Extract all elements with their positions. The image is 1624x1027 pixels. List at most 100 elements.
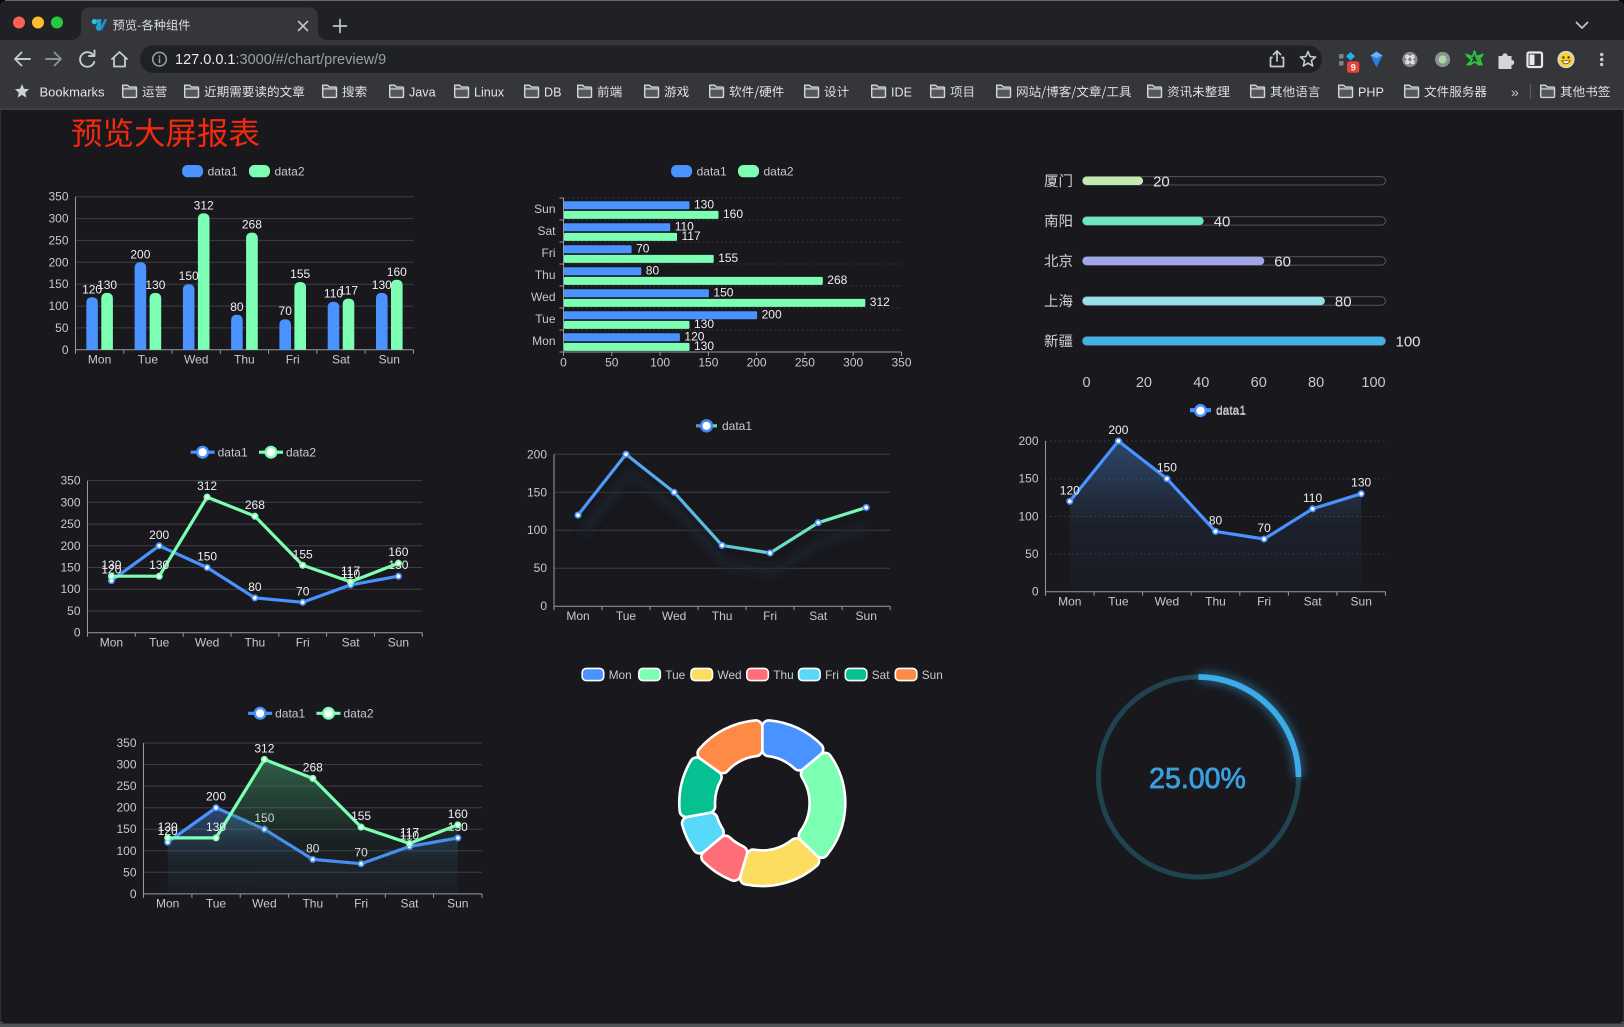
svg-text:0: 0: [1032, 585, 1039, 599]
svg-text:Wed: Wed: [252, 897, 276, 911]
svg-text:130: 130: [694, 197, 714, 211]
svg-text:9: 9: [1351, 62, 1356, 72]
svg-text:Mon: Mon: [609, 668, 632, 682]
svg-text:312: 312: [197, 479, 217, 493]
svg-text:200: 200: [60, 539, 80, 553]
svg-text:data1: data1: [1216, 404, 1246, 418]
svg-text:data1: data1: [1216, 403, 1246, 417]
svg-text:data1: data1: [722, 419, 752, 433]
svg-text:Tue: Tue: [535, 312, 556, 326]
svg-text:Thu: Thu: [773, 668, 793, 682]
svg-text:110: 110: [400, 829, 419, 843]
svg-text:155: 155: [290, 267, 310, 281]
svg-text:Java: Java: [409, 85, 436, 99]
svg-text:150: 150: [116, 822, 136, 836]
svg-text:40: 40: [1193, 375, 1209, 391]
svg-text:60: 60: [1274, 253, 1291, 270]
svg-text:300: 300: [116, 758, 136, 772]
svg-text:200: 200: [747, 356, 767, 370]
svg-text:Thu: Thu: [302, 897, 323, 911]
svg-text:Fri: Fri: [825, 668, 839, 682]
svg-text:50: 50: [605, 356, 619, 370]
svg-text:Tue: Tue: [138, 353, 159, 367]
svg-text:100: 100: [116, 844, 136, 858]
svg-text:130: 130: [158, 820, 178, 834]
svg-text:Sun: Sun: [534, 202, 555, 216]
svg-text:70: 70: [279, 304, 293, 318]
svg-text:data2: data2: [764, 165, 794, 179]
svg-text:Sun: Sun: [1351, 594, 1372, 608]
svg-text:200: 200: [527, 447, 547, 461]
svg-text:25.00%: 25.00%: [1149, 763, 1246, 795]
svg-text:Mon: Mon: [156, 897, 179, 911]
svg-text:150: 150: [179, 269, 199, 283]
svg-text:50: 50: [534, 561, 548, 575]
svg-text:Sun: Sun: [447, 897, 468, 911]
svg-text:160: 160: [448, 807, 468, 821]
svg-text:Sat: Sat: [332, 353, 351, 367]
svg-text:150: 150: [60, 561, 80, 575]
svg-text:Wed: Wed: [195, 635, 219, 649]
svg-text:110: 110: [341, 567, 360, 581]
svg-text:300: 300: [60, 495, 80, 509]
svg-text:data1: data1: [275, 707, 305, 721]
svg-text:100: 100: [650, 356, 670, 370]
svg-text:80: 80: [230, 300, 244, 314]
svg-text:200: 200: [149, 528, 169, 542]
svg-text:Tue: Tue: [1108, 594, 1129, 608]
svg-text:250: 250: [116, 779, 136, 793]
svg-text:160: 160: [388, 545, 408, 559]
svg-text:200: 200: [1108, 423, 1128, 437]
svg-text:100: 100: [48, 299, 68, 313]
svg-text:150: 150: [1157, 461, 1177, 475]
svg-text:350: 350: [116, 736, 136, 750]
svg-text:312: 312: [870, 295, 890, 309]
svg-text:130: 130: [694, 317, 714, 331]
svg-text:130: 130: [145, 278, 165, 292]
svg-text:»: »: [1511, 84, 1519, 100]
svg-text:Wed: Wed: [531, 290, 555, 304]
svg-text:Sat: Sat: [537, 224, 556, 238]
svg-text:Thu: Thu: [1205, 594, 1226, 608]
svg-text:200: 200: [130, 247, 150, 261]
svg-text:155: 155: [293, 547, 313, 561]
svg-text:268: 268: [242, 218, 262, 232]
svg-text:300: 300: [48, 212, 68, 226]
svg-text:0: 0: [62, 343, 69, 357]
svg-text:120: 120: [158, 824, 178, 838]
svg-text:Fri: Fri: [296, 635, 310, 649]
svg-text:Sun: Sun: [856, 609, 877, 623]
svg-text:350: 350: [60, 474, 80, 488]
svg-text:100: 100: [1361, 375, 1385, 391]
svg-text:Thu: Thu: [712, 609, 733, 623]
svg-text:PHP: PHP: [1358, 85, 1384, 99]
svg-text:150: 150: [698, 356, 718, 370]
svg-text:155: 155: [718, 251, 738, 265]
svg-text:data1: data1: [697, 165, 727, 179]
svg-text:150: 150: [1018, 472, 1038, 486]
svg-text:Fri: Fri: [286, 353, 300, 367]
svg-text:70: 70: [296, 584, 310, 598]
svg-text:Bookmarks: Bookmarks: [40, 85, 106, 100]
svg-text:Tue: Tue: [616, 609, 637, 623]
svg-text:DB: DB: [544, 85, 562, 99]
svg-text:Sat: Sat: [400, 897, 419, 911]
svg-text:Mon: Mon: [1058, 594, 1081, 608]
svg-text:160: 160: [387, 265, 407, 279]
svg-text:Sat: Sat: [809, 609, 828, 623]
svg-text:80: 80: [1209, 513, 1223, 527]
svg-text:110: 110: [1303, 491, 1322, 505]
svg-text:IDE: IDE: [891, 85, 912, 99]
svg-text:312: 312: [194, 198, 214, 212]
svg-text:data2: data2: [286, 445, 316, 459]
svg-text:Fri: Fri: [542, 246, 556, 260]
svg-text:Thu: Thu: [234, 353, 255, 367]
svg-text:Mon: Mon: [88, 353, 111, 367]
svg-text:200: 200: [116, 801, 136, 815]
svg-text:120: 120: [1060, 483, 1080, 497]
svg-text:130: 130: [149, 558, 169, 572]
svg-text:150: 150: [197, 550, 217, 564]
svg-text:350: 350: [891, 356, 911, 370]
svg-text:130: 130: [694, 339, 714, 353]
svg-text:Thu: Thu: [245, 635, 266, 649]
